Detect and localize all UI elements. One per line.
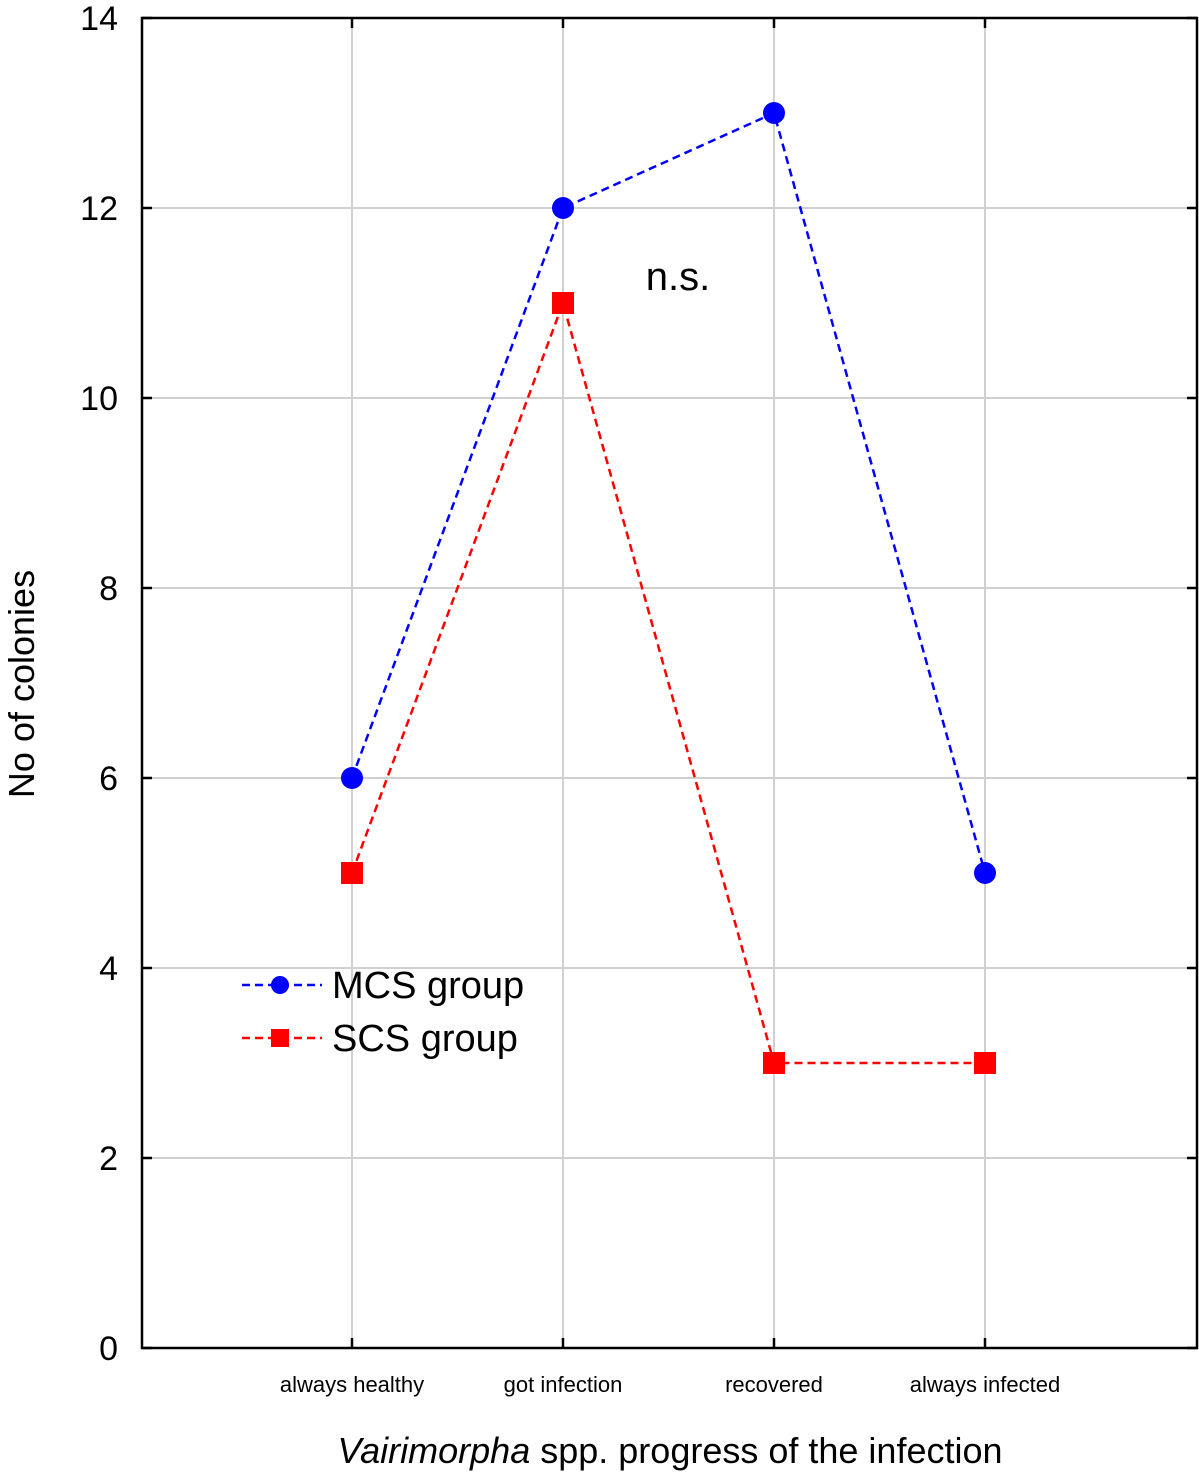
- y-axis-title: No of colonies: [1, 570, 42, 798]
- y-tick-label: 12: [80, 190, 118, 228]
- legend: MCS group SCS group: [242, 965, 524, 1060]
- x-category-label: always healthy: [280, 1372, 424, 1397]
- legend-label: SCS group: [332, 1018, 518, 1060]
- x-axis-ticks: always healthy got infection recovered alwa…: [280, 18, 1060, 1397]
- grid-lines: [142, 18, 1197, 1348]
- y-tick-label: 10: [80, 380, 118, 418]
- data-point-circle: [974, 862, 996, 884]
- data-point-square: [341, 862, 363, 884]
- data-point-square: [552, 292, 574, 314]
- y-tick-label: 8: [99, 570, 118, 608]
- x-axis-title-rest: spp. progress of the infection: [530, 1430, 1002, 1471]
- data-point-circle: [341, 767, 363, 789]
- data-point-square: [763, 1052, 785, 1074]
- x-category-label: always infected: [910, 1372, 1060, 1397]
- y-tick-label: 14: [80, 0, 118, 38]
- y-tick-label: 6: [99, 760, 118, 798]
- x-category-label: recovered: [725, 1372, 823, 1397]
- x-axis-title: Vairimorpha spp. progress of the infecti…: [337, 1430, 1002, 1471]
- legend-marker-circle: [271, 976, 289, 994]
- data-point-circle: [552, 197, 574, 219]
- annotation-ns: n.s.: [646, 255, 710, 299]
- y-axis-ticks: 0 2 4 6 8 10 12 14: [80, 0, 1197, 1368]
- series-group: [341, 102, 996, 1074]
- plot-frame: [140, 16, 1199, 1350]
- x-axis-title-italic: Vairimorpha: [337, 1430, 530, 1471]
- y-tick-label: 0: [99, 1330, 118, 1368]
- legend-marker-square: [271, 1029, 289, 1047]
- series-line: [350, 111, 987, 874]
- x-category-label: got infection: [504, 1372, 623, 1397]
- legend-label: MCS group: [332, 965, 524, 1007]
- data-point-circle: [763, 102, 785, 124]
- y-tick-label: 2: [99, 1140, 118, 1178]
- series-line: [350, 298, 985, 1065]
- y-tick-label: 4: [99, 950, 118, 988]
- data-point-square: [974, 1052, 996, 1074]
